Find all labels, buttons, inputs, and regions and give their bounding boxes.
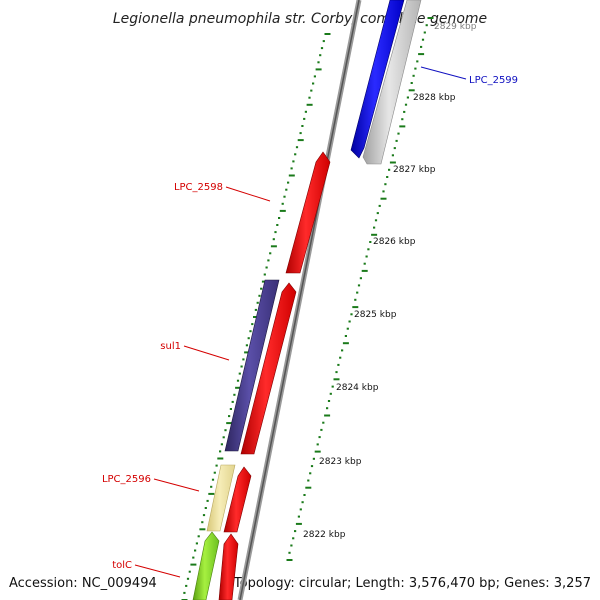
gene-tolc-arrow xyxy=(192,531,220,600)
scale-label-2826: 2826 kbp xyxy=(373,237,416,247)
gene-pseudo-arrow xyxy=(362,0,422,165)
outer-tick-ruler xyxy=(286,17,434,561)
genome-backbone xyxy=(237,0,362,600)
gene-lpc2599-arrow xyxy=(350,0,405,159)
inner-tick-ruler xyxy=(181,33,331,600)
gene-red-2-arrow xyxy=(240,282,297,455)
genome-summary: Topology: circular; Length: 3,576,470 bp… xyxy=(233,576,591,591)
gene-label-lpc2596: LPC_2596 xyxy=(102,474,151,485)
scale-label-2828: 2828 kbp xyxy=(413,93,456,103)
accession-label: Accession: NC_009494 xyxy=(9,576,157,591)
gene-label-lpc2599: LPC_2599 xyxy=(469,75,518,86)
gene-red-4-arrow xyxy=(218,533,239,600)
gene-lpc2596-arrow xyxy=(206,464,236,532)
scale-label-2829: 2829 kbp xyxy=(434,22,477,32)
gene-label-tolc: tolC xyxy=(112,560,132,571)
scale-labels: 2822 kbp 2823 kbp 2824 kbp 2825 kbp 2826… xyxy=(303,22,477,540)
gene-label-lpc2598: LPC_2598 xyxy=(174,182,223,193)
scale-label-2823: 2823 kbp xyxy=(319,457,362,467)
scale-label-2827: 2827 kbp xyxy=(393,165,436,175)
gene-sul1-arrow xyxy=(224,279,280,452)
gene-features xyxy=(192,0,422,600)
scale-label-2825: 2825 kbp xyxy=(354,310,397,320)
scale-label-2822: 2822 kbp xyxy=(303,530,346,540)
gene-lpc2598-arrow xyxy=(285,151,331,274)
gene-labels: LPC_2599 LPC_2598 sul1 LPC_2596 tolC xyxy=(102,66,518,578)
scale-label-2824: 2824 kbp xyxy=(336,383,379,393)
gene-red-3-arrow xyxy=(223,466,252,533)
gene-label-sul1: sul1 xyxy=(160,341,181,352)
